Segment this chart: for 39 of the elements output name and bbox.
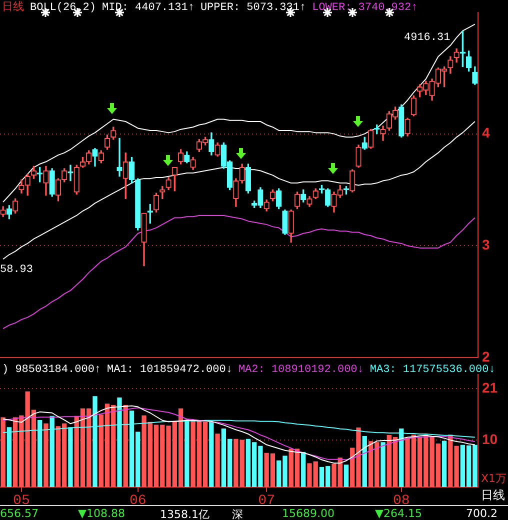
text: 1358.1亿 — [160, 507, 210, 520]
bar — [344, 464, 349, 487]
bar — [380, 442, 386, 487]
text: 15689.00 — [282, 507, 334, 520]
y-axis-title: X1万 — [481, 472, 507, 485]
x-tick-label: 06 — [129, 493, 146, 510]
text: UPPER: 5073.331↑ — [200, 2, 306, 14]
bar — [215, 434, 220, 487]
text: MA3: 117575536.000↓ — [370, 364, 496, 376]
x-tick-label: 07 — [258, 493, 275, 510]
y-tick-label: 2 — [482, 348, 490, 364]
candlestick — [116, 138, 122, 177]
y-tick-label: 10 — [482, 430, 498, 447]
bar — [0, 417, 6, 487]
x-tick-label: 05 — [13, 493, 30, 510]
annotation: ) 98503184.000↑ — [2, 364, 102, 376]
bar — [301, 452, 306, 487]
text: 656.57 — [0, 507, 38, 520]
text: MA1: 101859472.000↓ — [107, 364, 232, 376]
legend-label: MID: 4407.131↑ — [102, 2, 194, 14]
x-tick-label: 08 — [392, 493, 410, 510]
bar — [442, 440, 447, 487]
y-tick-label: 21 — [482, 379, 498, 396]
text: 日线 — [481, 488, 505, 502]
chart-title: 日线 — [2, 0, 24, 13]
y-tick-label: 4 — [482, 124, 490, 141]
bar — [123, 405, 128, 487]
text: ▼108.88 — [78, 507, 125, 520]
text: ▼264.15 — [375, 507, 422, 520]
chart-subtitle: BOLL(26,2) — [30, 2, 96, 14]
annotation: 58.93 — [0, 264, 34, 276]
annotation: 4916.31 — [404, 32, 450, 44]
text: 深 — [232, 507, 243, 520]
bar — [44, 423, 48, 487]
text: MA2: 108910192.000↓ — [238, 364, 364, 376]
bar — [362, 436, 367, 487]
text: 700.2 — [466, 507, 498, 520]
y-tick-label: 3 — [482, 236, 490, 253]
text: LOWER: 3740.932↑ — [312, 2, 418, 14]
